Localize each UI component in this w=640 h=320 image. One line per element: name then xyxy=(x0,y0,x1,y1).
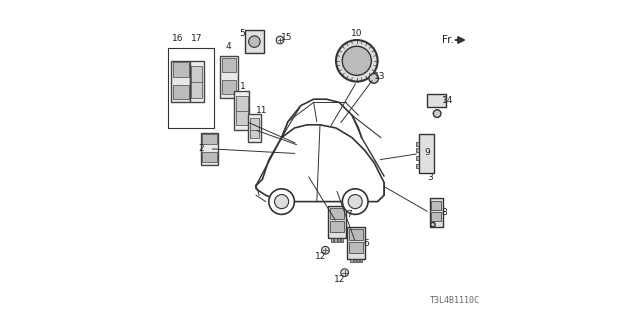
Circle shape xyxy=(348,195,362,209)
Bar xyxy=(168,48,214,128)
Bar xyxy=(236,96,248,111)
Text: 8: 8 xyxy=(442,208,447,217)
Bar xyxy=(349,242,364,253)
Bar xyxy=(332,238,333,242)
Circle shape xyxy=(269,189,294,214)
Text: 15: 15 xyxy=(281,33,292,42)
Bar xyxy=(248,114,261,142)
Circle shape xyxy=(431,222,435,227)
Bar xyxy=(172,61,191,102)
Bar xyxy=(189,61,204,102)
Bar xyxy=(173,62,189,77)
Bar xyxy=(221,80,236,94)
Bar xyxy=(250,118,259,130)
Bar xyxy=(220,56,237,98)
Circle shape xyxy=(342,46,371,76)
Bar xyxy=(236,109,248,125)
Bar xyxy=(191,81,202,98)
Text: 2: 2 xyxy=(198,144,204,153)
Bar xyxy=(419,134,434,173)
Circle shape xyxy=(433,110,441,117)
Bar xyxy=(221,58,236,72)
Bar xyxy=(201,133,218,165)
Bar xyxy=(250,126,259,138)
Bar xyxy=(349,229,364,240)
Bar xyxy=(330,208,344,219)
Bar xyxy=(338,238,340,242)
Text: 4: 4 xyxy=(226,42,232,51)
Circle shape xyxy=(341,269,348,276)
Bar xyxy=(328,206,346,238)
Bar xyxy=(330,221,344,232)
Text: 11: 11 xyxy=(256,106,268,115)
Bar xyxy=(234,91,250,130)
Bar xyxy=(431,201,442,210)
Circle shape xyxy=(275,195,289,209)
Text: 6: 6 xyxy=(364,239,369,248)
Text: 5: 5 xyxy=(240,29,245,38)
Text: 13: 13 xyxy=(374,72,386,81)
Text: 3: 3 xyxy=(428,173,433,182)
Circle shape xyxy=(369,74,379,83)
Circle shape xyxy=(342,189,368,214)
Text: 12: 12 xyxy=(334,275,346,284)
Bar xyxy=(202,134,217,144)
Bar xyxy=(334,238,337,242)
Bar xyxy=(347,227,365,259)
Bar xyxy=(173,85,189,99)
Text: Fr.: Fr. xyxy=(442,35,454,45)
Text: 7: 7 xyxy=(347,210,352,219)
Bar xyxy=(354,259,356,262)
Bar xyxy=(416,156,419,160)
Text: 9: 9 xyxy=(425,148,430,156)
Bar xyxy=(416,142,419,146)
Circle shape xyxy=(248,36,260,47)
Bar xyxy=(357,259,359,262)
Bar xyxy=(431,212,442,221)
Bar xyxy=(245,30,264,53)
Bar xyxy=(191,66,202,82)
Text: 12: 12 xyxy=(315,252,326,261)
Circle shape xyxy=(322,246,329,254)
Bar xyxy=(416,148,419,152)
Bar xyxy=(351,259,353,262)
Text: 10: 10 xyxy=(351,29,362,38)
Text: T3L4B1110C: T3L4B1110C xyxy=(429,296,479,305)
Bar xyxy=(416,164,419,168)
Bar xyxy=(428,94,447,107)
Circle shape xyxy=(276,36,284,44)
Text: 17: 17 xyxy=(191,34,202,43)
Circle shape xyxy=(336,40,378,82)
Text: 16: 16 xyxy=(172,34,183,43)
Bar xyxy=(360,259,362,262)
Bar xyxy=(202,152,217,162)
Text: 1: 1 xyxy=(240,82,245,91)
Bar xyxy=(340,238,343,242)
Text: 14: 14 xyxy=(442,96,454,105)
Bar xyxy=(430,198,443,227)
